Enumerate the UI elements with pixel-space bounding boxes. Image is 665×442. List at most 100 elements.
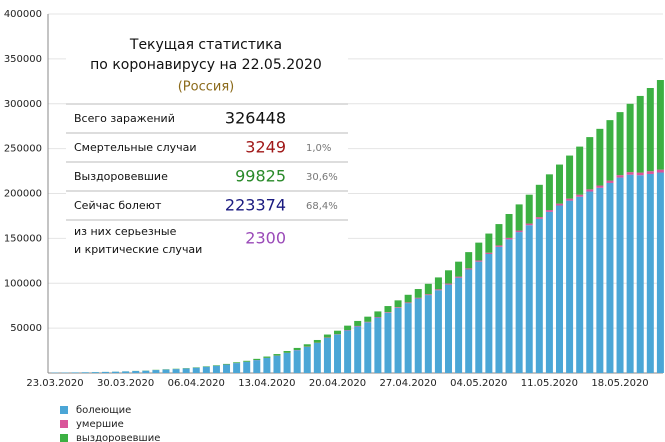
bar-segment <box>414 289 422 298</box>
bar-segment <box>465 252 473 269</box>
bar-segment <box>596 128 604 186</box>
bar-segment <box>182 368 190 373</box>
bar-segment <box>223 364 231 373</box>
bar-segment <box>545 210 553 212</box>
row-label: и критические случаи <box>74 243 202 256</box>
bar-segment <box>445 270 453 284</box>
bar-segment <box>566 200 574 373</box>
x-tick-label: 23.03.2020 <box>26 378 83 389</box>
bar-segment <box>535 218 543 373</box>
row-value: 223374 <box>225 196 286 215</box>
bar-segment <box>71 372 79 373</box>
bar-segment <box>384 312 392 313</box>
bar-segment <box>445 284 453 373</box>
bar-segment <box>253 358 261 361</box>
bar-segment <box>485 252 493 254</box>
bar-segment <box>91 372 99 373</box>
bar-segment <box>515 230 523 233</box>
bar-segment <box>475 242 483 261</box>
bar-segment <box>122 371 130 373</box>
panel-background <box>66 28 348 270</box>
bar-segment <box>434 290 442 373</box>
row-label: Сейчас болеют <box>74 199 162 212</box>
bar-segment <box>142 370 150 373</box>
bar-segment <box>334 330 342 335</box>
bar-segment <box>384 306 392 313</box>
bar-segment <box>515 232 523 373</box>
bar-segment <box>323 337 331 373</box>
bar-segment <box>576 196 584 373</box>
bar-segment <box>535 184 543 218</box>
bar-segment <box>586 137 594 190</box>
bar-segment <box>455 261 463 277</box>
bar-segment <box>556 164 563 204</box>
bar-segment <box>616 112 624 176</box>
bar-segment <box>132 371 140 373</box>
bar-segment <box>263 358 271 373</box>
bar-segment <box>576 194 584 197</box>
row-label: из них серьезные <box>74 225 177 238</box>
bar-segment <box>404 303 412 373</box>
bar-segment <box>606 120 614 181</box>
bar-segment <box>515 204 523 231</box>
row-share: 30,6% <box>306 172 338 183</box>
row-value: 3249 <box>245 138 286 157</box>
bar-segment <box>485 233 493 253</box>
bar-segment <box>525 194 533 224</box>
bar-segment <box>293 347 301 350</box>
bar-segment <box>495 246 503 373</box>
bar-segment <box>656 80 664 170</box>
bar-segment <box>505 213 513 238</box>
bar-segment <box>596 185 604 188</box>
bar-segment <box>424 283 432 295</box>
bar-segment <box>384 312 392 373</box>
panel-title: Текущая статистика <box>129 37 282 53</box>
bar-segment <box>606 182 614 373</box>
row-share: 68,4% <box>306 201 338 212</box>
bar-segment <box>636 172 644 176</box>
bar-segment <box>434 277 442 290</box>
bar-segment <box>344 330 352 373</box>
y-tick-label: 150000 <box>4 233 42 244</box>
bar-segment <box>636 175 644 373</box>
bar-segment <box>81 372 89 373</box>
x-tick-label: 13.04.2020 <box>238 378 295 389</box>
bar-segment <box>202 366 210 373</box>
bar-segment <box>626 172 634 175</box>
bar-segment <box>394 307 402 373</box>
bar-segment <box>243 360 251 362</box>
bar-segment <box>303 344 311 347</box>
bar-segment <box>636 95 644 173</box>
bar-segment <box>212 365 220 366</box>
bar-segment <box>374 317 382 373</box>
bar-segment <box>475 260 483 262</box>
bar-segment <box>414 298 422 373</box>
bar-segment <box>404 302 412 304</box>
bar-segment <box>212 365 220 373</box>
x-tick-label: 04.05.2020 <box>450 378 507 389</box>
bar-segment <box>576 146 584 195</box>
bar-segment <box>394 307 402 308</box>
bar-segment <box>112 371 120 373</box>
bar-segment <box>586 191 594 373</box>
bar-segment <box>535 217 543 219</box>
bar-segment <box>626 103 634 173</box>
y-tick-label: 300000 <box>4 99 42 110</box>
bar-segment <box>556 203 563 206</box>
bar-segment <box>243 361 251 373</box>
row-value: 2300 <box>245 229 286 248</box>
y-tick-label: 200000 <box>4 189 42 200</box>
bar-segment <box>485 253 493 373</box>
bar-segment <box>344 325 352 331</box>
bar-segment <box>566 198 574 201</box>
bar-segment <box>263 356 271 358</box>
bar-segment <box>465 269 473 373</box>
bar-segment <box>233 363 241 373</box>
row-value: 99825 <box>235 167 286 186</box>
bar-segment <box>656 169 664 173</box>
bar-segment <box>626 174 634 373</box>
bar-segment <box>445 283 453 285</box>
y-tick-label: 100000 <box>4 278 42 289</box>
legend-label: умершие <box>76 419 124 430</box>
bar-segment <box>223 363 231 365</box>
